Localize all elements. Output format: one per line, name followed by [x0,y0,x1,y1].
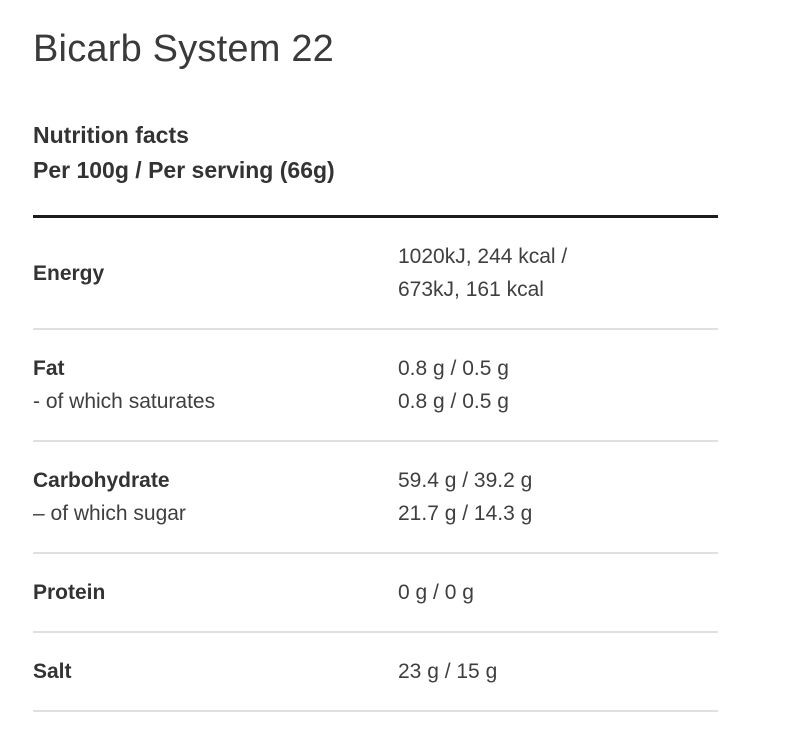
nutrition-table: Energy 1020kJ, 244 kcal / 673kJ, 161 kca… [33,218,718,712]
nutrient-value: 0 g / 0 g [398,581,474,604]
nutrition-row-protein: Protein 0 g / 0 g [33,554,718,633]
nutrition-row-energy: Energy 1020kJ, 244 kcal / 673kJ, 161 kca… [33,218,718,330]
label-cell: Salt [33,655,398,688]
nutrition-facts-heading: Nutrition facts [33,122,189,148]
nutrition-row-fat: Fat - of which saturates 0.8 g / 0.5 g 0… [33,330,718,442]
nutrient-name: Energy [33,261,105,285]
serving-info: Per 100g / Per serving (66g) [33,157,335,183]
table-top-rule [33,215,718,218]
nutrient-value-line2: 21.7 g / 14.3 g [398,502,533,525]
nutrition-row-salt: Salt 23 g / 15 g [33,633,718,712]
value-cell: 0.8 g / 0.5 g 0.8 g / 0.5 g [398,352,718,418]
nutrient-name: Fat [33,357,65,380]
page-title: Bicarb System 22 [33,28,334,70]
nutrient-sublabel: - of which saturates [33,390,216,413]
nutrition-header: Nutrition facts Per 100g / Per serving (… [33,118,718,188]
nutrient-sublabel: – of which sugar [33,502,186,525]
label-cell: Protein [33,576,398,609]
label-cell: Energy [33,257,398,290]
value-cell: 59.4 g / 39.2 g 21.7 g / 14.3 g [398,464,718,530]
value-cell: 0 g / 0 g [398,576,718,609]
value-cell: 1020kJ, 244 kcal / 673kJ, 161 kcal [398,240,718,306]
nutrient-value: 23 g / 15 g [398,660,498,683]
nutrition-section: Bicarb System 22 Nutrition facts Per 100… [33,0,718,712]
nutrient-value: 0.8 g / 0.5 g [398,357,509,380]
nutrient-name: Salt [33,660,72,683]
nutrient-value-line2: 0.8 g / 0.5 g [398,390,509,413]
nutrient-value-line2: 673kJ, 161 kcal [398,278,544,301]
nutrient-name: Carbohydrate [33,469,170,492]
nutrient-value: 1020kJ, 244 kcal / [398,245,568,268]
nutrient-value: 59.4 g / 39.2 g [398,469,533,492]
label-cell: Fat - of which saturates [33,352,398,418]
label-cell: Carbohydrate – of which sugar [33,464,398,530]
nutrition-row-carbohydrate: Carbohydrate – of which sugar 59.4 g / 3… [33,442,718,554]
value-cell: 23 g / 15 g [398,655,718,688]
nutrient-name: Protein [33,581,106,604]
